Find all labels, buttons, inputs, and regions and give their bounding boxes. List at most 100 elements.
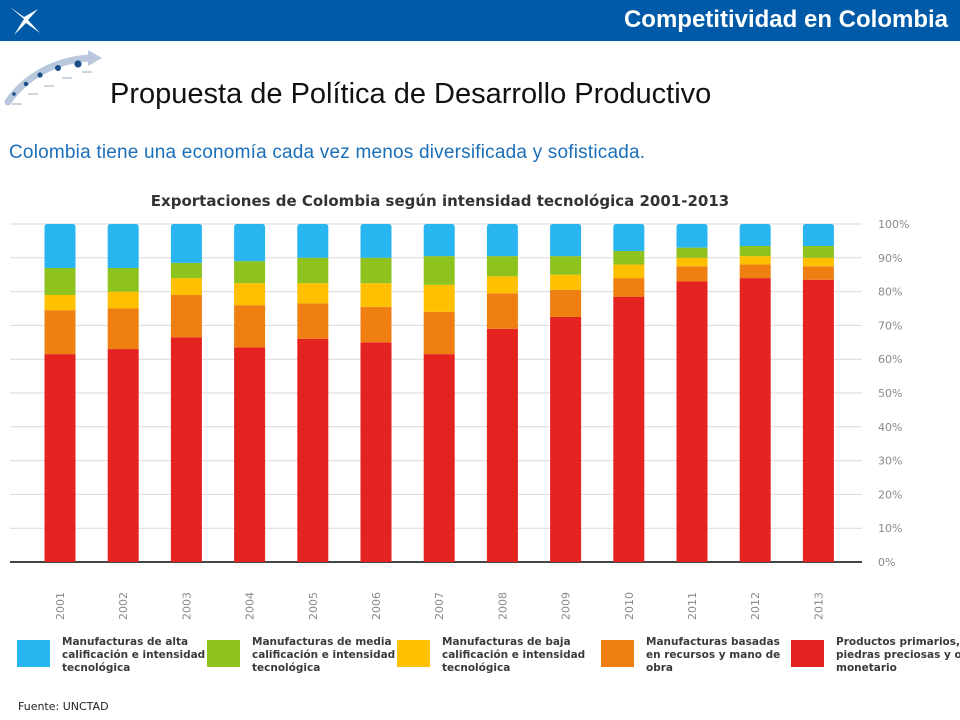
legend-label: Manufacturas de baja calificación e inte… <box>442 636 586 674</box>
bar-segment <box>170 278 202 295</box>
bar-segment <box>360 257 392 284</box>
bar-segment <box>360 342 392 562</box>
y-tick-label: 30% <box>878 455 902 468</box>
source-note: Fuente: UNCTAD <box>18 700 109 713</box>
page-title: Propuesta de Política de Desarrollo Prod… <box>110 78 712 110</box>
x-tick-label: 2011 <box>686 592 699 620</box>
bar-segment <box>107 291 139 309</box>
x-tick-label: 2012 <box>749 592 762 620</box>
x-tick-label: 2010 <box>623 592 636 620</box>
y-tick-label: 0% <box>878 556 895 569</box>
bar-segment <box>107 267 139 292</box>
chart-title: Exportaciones de Colombia según intensid… <box>150 192 730 210</box>
x-tick-label: 2009 <box>560 592 573 620</box>
bar-segment <box>297 224 329 258</box>
bar-segment <box>234 305 266 348</box>
bar-segment <box>360 283 392 307</box>
x-tick-label: 2006 <box>370 592 383 620</box>
bar-segment <box>170 337 202 562</box>
bar-segment <box>486 293 518 329</box>
curved-arrow-timeline-icon <box>4 50 102 106</box>
y-tick-label: 80% <box>878 286 902 299</box>
bar-segment <box>360 224 392 258</box>
bar-segment <box>486 256 518 277</box>
bar-segment <box>802 266 834 280</box>
x-tick-label: 2001 <box>54 592 67 620</box>
bar-segment <box>234 347 266 562</box>
bar-segment <box>170 294 202 338</box>
y-tick-label: 70% <box>878 319 902 332</box>
bar-segment <box>297 283 329 304</box>
x-star-logo <box>10 7 40 35</box>
bar-segment <box>423 284 455 312</box>
stacked-bar-chart: 0% 10% 20% 30% 40% 50% 60% 70% 80% 90% 100% 2001 200… <box>10 218 909 620</box>
legend-swatch <box>17 640 50 667</box>
bar-segment <box>107 349 139 562</box>
bar-segment <box>739 278 771 562</box>
x-tick-label: 2003 <box>180 592 193 620</box>
bar-segment <box>739 224 771 246</box>
bar-segment <box>550 274 582 290</box>
legend-swatch <box>207 640 240 667</box>
bar-segment <box>550 256 582 275</box>
bar-segment <box>360 306 392 343</box>
bar-segment <box>44 354 76 562</box>
bar-segment <box>802 279 834 562</box>
bar-segment <box>423 311 455 355</box>
bar-segment <box>297 303 329 339</box>
bar-segment <box>170 224 202 263</box>
section-title: Competitividad en Colombia <box>623 6 948 33</box>
bar-segment <box>423 224 455 257</box>
bar-segment <box>297 257 329 284</box>
x-tick-label: 2002 <box>117 592 130 620</box>
y-tick-label: 90% <box>878 252 902 265</box>
bar-segment <box>802 245 834 258</box>
bar-segment <box>234 261 266 284</box>
bar-segment <box>107 224 139 268</box>
bar-segment <box>486 276 518 294</box>
bar-segment <box>613 296 645 562</box>
bar-segment <box>613 224 645 252</box>
bar-segment <box>739 264 771 279</box>
bar-segment <box>44 294 76 311</box>
legend-swatch <box>791 640 824 667</box>
bar-segment <box>676 247 708 258</box>
y-tick-label: 50% <box>878 387 902 400</box>
legend-label: Productos primarios, piedras preciosas y… <box>836 636 960 674</box>
y-tick-label: 100% <box>878 218 909 231</box>
bar-segment <box>550 316 582 562</box>
bar-segment <box>297 338 329 562</box>
x-tick-label: 2007 <box>433 592 446 620</box>
x-tick-label: 2008 <box>496 592 509 620</box>
bar-segment <box>44 267 76 295</box>
y-tick-label: 20% <box>878 488 902 501</box>
bar-segment <box>170 262 202 279</box>
y-tick-label: 10% <box>878 522 902 535</box>
bar-segment <box>613 251 645 265</box>
bar-segment <box>802 257 834 267</box>
legend-label: Manufacturas basadas en recursos y mano … <box>646 636 781 674</box>
x-tick-label: 2005 <box>307 592 320 620</box>
x-tick-label: 2013 <box>812 592 825 620</box>
bar-segment <box>423 354 455 562</box>
legend-swatch <box>397 640 430 667</box>
bar-segment <box>107 308 139 350</box>
bar-segment <box>676 224 708 248</box>
header-bar: Competitividad en Colombia <box>0 0 960 41</box>
bar-segment <box>550 289 582 317</box>
y-tick-label: 40% <box>878 421 902 434</box>
bar-segment <box>423 256 455 285</box>
bar-segment <box>234 224 266 262</box>
x-tick-label: 2004 <box>244 592 257 620</box>
subtitle: Colombia tiene una economía cada vez men… <box>9 142 646 163</box>
bar-segment <box>613 264 645 279</box>
bar-segment <box>739 256 771 265</box>
y-tick-label: 60% <box>878 353 902 366</box>
legend-swatch <box>601 640 634 667</box>
bar-segment <box>739 245 771 257</box>
bar-segment <box>486 328 518 562</box>
bar-segment <box>486 224 518 257</box>
bar-segment <box>234 283 266 306</box>
bar-segment <box>613 278 645 297</box>
legend-label: Manufacturas de alta calificación e inte… <box>62 636 206 674</box>
